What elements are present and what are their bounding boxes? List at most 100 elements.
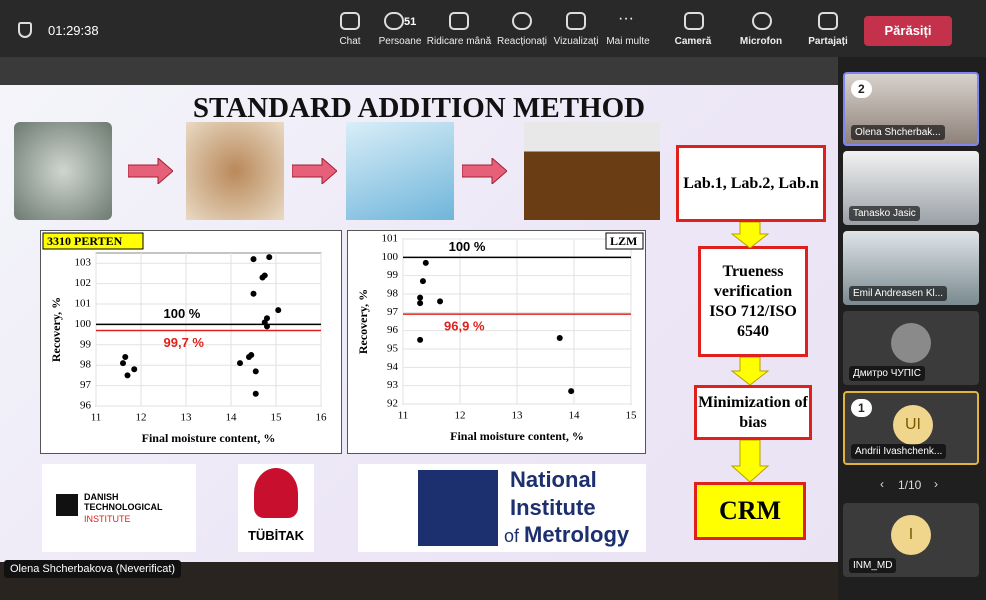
- data-point: [264, 323, 270, 330]
- data-point: [422, 259, 429, 266]
- avatar: [891, 323, 931, 363]
- data-point: [417, 300, 424, 307]
- logo-text: National Institute: [510, 467, 597, 520]
- participant-tile[interactable]: I INM_MD: [843, 503, 979, 577]
- y-tick-label: 103: [75, 257, 92, 269]
- data-point: [266, 254, 273, 261]
- chart: 96 97 98 99 100 101 102 103 11 12 13 14 15 16 100 % 99,…: [40, 230, 342, 454]
- toolbar-button[interactable]: Partajați: [808, 36, 848, 47]
- toolbar-button[interactable]: Persoane: [378, 36, 422, 47]
- chart-tag: LZM: [610, 234, 637, 248]
- x-tick-label: 11: [91, 412, 102, 424]
- data-point: [556, 335, 563, 341]
- toolbar-button[interactable]: Vizualizați: [553, 36, 599, 47]
- reference-label: 96,9 %: [444, 319, 485, 334]
- data-point: [419, 278, 426, 285]
- toolbar-button[interactable]: Reacționați: [496, 36, 548, 47]
- arrow: [730, 222, 770, 248]
- toolbar-button[interactable]: Ridicare mână: [426, 36, 492, 47]
- y-tick-label: 102: [75, 277, 92, 289]
- toolbar-button[interactable]: Mai multe: [606, 36, 650, 47]
- slide-title: STANDARD ADDITION METHOD: [192, 92, 646, 124]
- x-axis-label: Final moisture content, %: [450, 429, 584, 443]
- chart-tag-box: [605, 232, 644, 250]
- y-tick-label: 100: [75, 318, 92, 330]
- data-point: [417, 336, 424, 343]
- y-tick-label: 96: [387, 324, 399, 336]
- participant-tile[interactable]: 2 Olena Shcherbak...: [843, 72, 979, 146]
- logo: TÜBİTAK: [238, 464, 314, 552]
- logo-text: Metrology: [524, 522, 630, 547]
- bottles-photo: [524, 122, 660, 220]
- pager-next[interactable]: ›: [934, 477, 938, 491]
- x-tick-label: 14: [226, 412, 238, 424]
- chart-tag-box: [42, 232, 144, 250]
- data-point: [261, 272, 268, 279]
- logo-mark: [56, 494, 78, 516]
- x-tick-label: 16: [316, 412, 328, 424]
- participant-name: Tanasko Jasic: [849, 206, 920, 221]
- pager-prev[interactable]: ‹: [880, 477, 884, 491]
- participant-tile[interactable]: Дмитро ЧУПІС: [843, 311, 979, 385]
- y-tick-label: 94: [387, 361, 399, 373]
- logo: National Institute of Metrology: [358, 464, 646, 552]
- reference-label: 99,7 %: [164, 335, 205, 350]
- more-icon: ···: [618, 10, 634, 27]
- grain-photo: [186, 122, 284, 220]
- view-icon: [566, 12, 586, 30]
- y-tick-label: 100: [382, 251, 399, 263]
- data-point: [252, 368, 259, 375]
- meeting-timer: 01:29:38: [48, 23, 99, 38]
- chat-icon: [340, 12, 360, 30]
- data-point: [237, 360, 243, 367]
- toolbar-button[interactable]: Cameră: [674, 36, 712, 47]
- x-tick-label: 15: [626, 410, 638, 422]
- data-point: [417, 294, 424, 301]
- hand-icon: [449, 12, 469, 30]
- flow-box: Minimization of bias: [694, 385, 812, 440]
- toolbar-button[interactable]: Chat: [339, 36, 361, 47]
- y-tick-label: 99: [80, 338, 92, 350]
- people-count: 51: [404, 16, 417, 28]
- logo-text: of: [504, 526, 520, 546]
- people-icon: [384, 12, 404, 30]
- logo-text: DANISH TECHNOLOGICAL: [84, 492, 163, 512]
- share-icon: [818, 12, 838, 30]
- arrow: [292, 158, 337, 184]
- participant-tile[interactable]: Emil Andreasen Kl...: [843, 231, 979, 305]
- x-axis-label: Final moisture content, %: [142, 431, 276, 445]
- leave-button[interactable]: Părăsiți: [864, 16, 952, 46]
- participant-tile[interactable]: UI 1 Andrii Ivashchenk...: [843, 391, 979, 465]
- chart-tag: 3310 PERTEN: [47, 234, 123, 248]
- y-tick-label: 98: [387, 288, 399, 300]
- y-tick-label: 97: [387, 306, 399, 318]
- arrow: [730, 440, 770, 482]
- avatar: I: [891, 515, 931, 555]
- data-point: [122, 354, 129, 361]
- logo-mark: [418, 470, 498, 546]
- react-icon: [512, 12, 532, 30]
- arrow: [128, 158, 173, 184]
- x-tick-label: 12: [455, 410, 466, 422]
- x-tick-label: 15: [271, 412, 283, 424]
- flow-box: Lab.1, Lab.2, Lab.n: [676, 145, 826, 222]
- y-tick-label: 95: [387, 343, 399, 355]
- mic-icon: [752, 12, 772, 30]
- logo-text: INSTITUTE: [84, 514, 131, 524]
- participant-name: Olena Shcherbak...: [851, 125, 945, 140]
- stage-band: [0, 57, 838, 85]
- pipette-photo: [346, 122, 454, 220]
- logo-text: TÜBİTAK: [247, 528, 305, 543]
- participant-tile[interactable]: Tanasko Jasic: [843, 151, 979, 225]
- y-tick-label: 96: [80, 400, 92, 412]
- x-tick-label: 12: [136, 412, 147, 424]
- logo: DANISH TECHNOLOGICAL INSTITUTE: [42, 464, 196, 552]
- data-point: [252, 390, 259, 397]
- x-tick-label: 13: [512, 410, 524, 422]
- logo-mark: [254, 468, 298, 518]
- toolbar-button[interactable]: Microfon: [739, 36, 783, 47]
- arrow: [730, 357, 770, 385]
- y-tick-label: 97: [80, 379, 92, 391]
- y-tick-label: 98: [80, 359, 92, 371]
